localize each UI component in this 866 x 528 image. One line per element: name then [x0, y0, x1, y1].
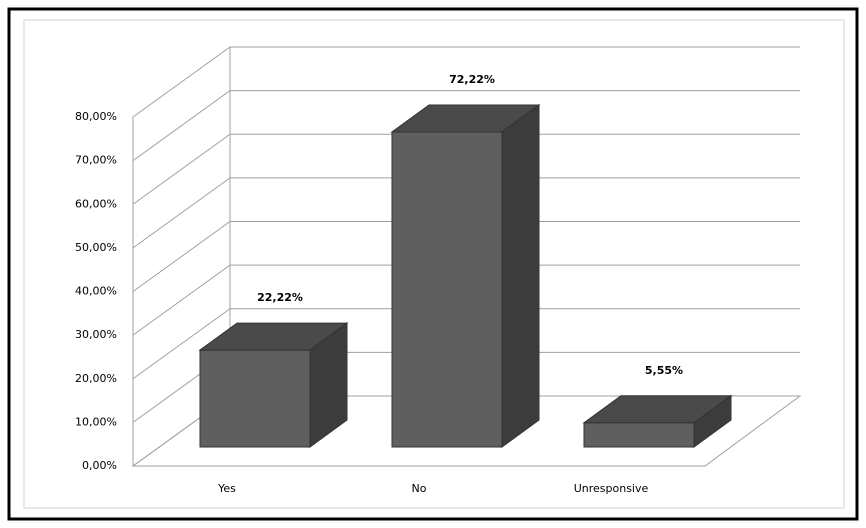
value-label: 72,22% — [449, 73, 495, 86]
x-tick-label: Yes — [217, 482, 236, 495]
bar-front — [391, 131, 503, 448]
y-tick-label: 40,00% — [75, 285, 117, 298]
y-tick-label: 60,00% — [75, 197, 117, 210]
x-tick-label: Unresponsive — [574, 482, 649, 495]
y-tick-label: 80,00% — [75, 110, 117, 123]
grid-line — [132, 90, 800, 162]
grid-line — [132, 308, 800, 380]
bar — [582, 394, 733, 448]
chart-area — [23, 19, 845, 509]
bar-front — [583, 422, 695, 448]
bar-side — [693, 394, 732, 448]
bar-side — [309, 322, 348, 448]
grid-line — [132, 264, 800, 336]
value-label: 5,55% — [645, 364, 683, 377]
bar-side — [501, 103, 540, 448]
y-tick-label: 20,00% — [75, 372, 117, 385]
grid-line — [132, 133, 800, 205]
bar — [198, 322, 349, 448]
value-label: 22,22% — [257, 291, 303, 304]
y-tick-label: 30,00% — [75, 328, 117, 341]
y-tick-label: 70,00% — [75, 154, 117, 167]
x-tick-label: No — [412, 482, 427, 495]
grid-line — [132, 46, 800, 118]
grid-line — [132, 221, 800, 292]
y-tick-label: 50,00% — [75, 241, 117, 254]
bar-front — [199, 349, 311, 448]
y-tick-label: 10,00% — [75, 415, 117, 428]
y-tick-label: 0,00% — [82, 459, 117, 472]
bar — [390, 103, 541, 448]
grid-line — [132, 177, 800, 249]
